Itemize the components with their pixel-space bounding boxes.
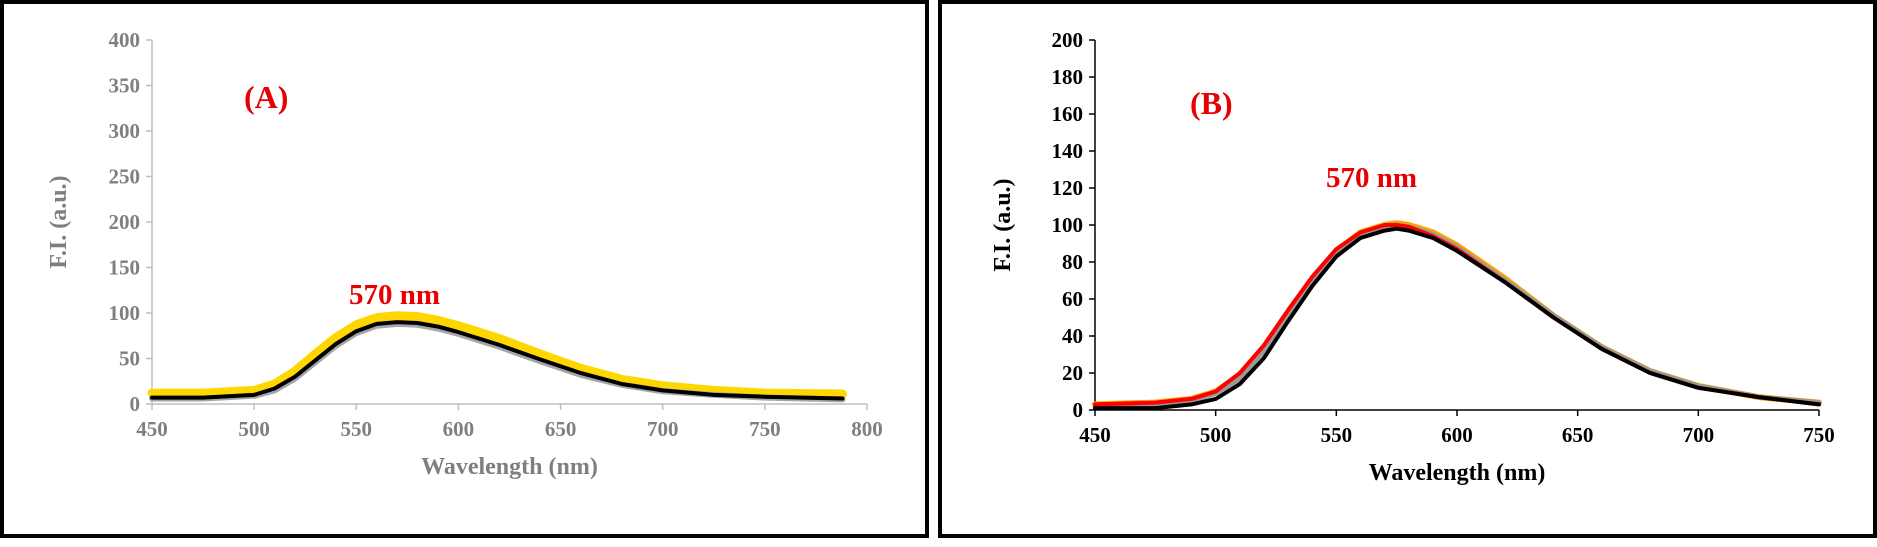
y-tick-label: 100 — [109, 301, 141, 325]
y-tick-label: 60 — [1062, 287, 1083, 311]
y-tick-label: 120 — [1052, 176, 1084, 200]
x-tick-label: 800 — [851, 417, 883, 441]
chart-b-x-axis-label: Wavelength (nm) — [1369, 460, 1546, 486]
chart-a-x-axis-label: Wavelength (nm) — [421, 454, 598, 480]
y-tick-label: 180 — [1052, 65, 1084, 89]
chart-a-y-axis-label: F.I. (a.u.) — [46, 175, 72, 268]
y-tick-label: 0 — [1073, 398, 1084, 422]
y-tick-label: 150 — [109, 256, 141, 280]
x-tick-label: 700 — [647, 417, 679, 441]
x-tick-label: 450 — [1079, 423, 1111, 447]
chart-b-y-axis-label: F.I. (a.u.) — [990, 178, 1016, 271]
x-tick-label: 600 — [443, 417, 475, 441]
chart-panel-b: 0 20 40 60 80 100 120 140 160 180 200 450 500 550 600 6… — [938, 0, 1877, 538]
x-tick-label: 650 — [545, 417, 577, 441]
chart-panel-a: 0 50 100 150 200 250 300 350 400 450 500 550 600 650 7… — [0, 0, 929, 538]
chart-b-panel-label: (B) — [1190, 85, 1233, 121]
series-line-4 — [1093, 226, 1821, 411]
y-tick-label: 400 — [109, 28, 141, 52]
x-tick-label: 550 — [1321, 423, 1353, 447]
y-tick-label: 40 — [1062, 324, 1083, 348]
chart-a-svg: 0 50 100 150 200 250 300 350 400 450 500 550 600 650 7… — [46, 28, 883, 480]
chart-a-series — [147, 311, 847, 403]
y-tick-label: 100 — [1052, 213, 1084, 237]
y-tick-label: 0 — [130, 392, 141, 416]
chart-a-panel-label: (A) — [244, 79, 288, 115]
y-tick-label: 140 — [1052, 139, 1084, 163]
x-tick-label: 500 — [1200, 423, 1232, 447]
x-tick-label: 450 — [136, 417, 168, 441]
chart-a-axes: 0 50 100 150 200 250 300 350 400 450 500 550 600 650 7… — [109, 28, 883, 441]
x-tick-label: 750 — [749, 417, 781, 441]
y-tick-label: 160 — [1052, 102, 1084, 126]
x-tick-label: 500 — [238, 417, 270, 441]
y-tick-label: 20 — [1062, 361, 1083, 385]
x-tick-label: 750 — [1803, 423, 1835, 447]
chart-b-series — [1092, 220, 1822, 411]
x-tick-label: 700 — [1683, 423, 1715, 447]
x-tick-label: 650 — [1562, 423, 1594, 447]
chart-a-peak-annotation: 570 nm — [349, 279, 440, 311]
y-tick-label: 200 — [1052, 28, 1084, 52]
chart-b-svg: 0 20 40 60 80 100 120 140 160 180 200 450 500 550 600 6… — [990, 28, 1835, 486]
x-tick-label: 600 — [1441, 423, 1473, 447]
y-tick-label: 250 — [109, 165, 141, 189]
y-tick-label: 350 — [109, 74, 141, 98]
y-tick-label: 50 — [119, 347, 140, 371]
y-tick-label: 300 — [109, 119, 141, 143]
chart-b-axes: 0 20 40 60 80 100 120 140 160 180 200 450 500 550 600 6… — [1052, 28, 1835, 447]
chart-b-peak-annotation: 570 nm — [1326, 162, 1417, 194]
x-tick-label: 550 — [341, 417, 373, 441]
y-tick-label: 200 — [109, 210, 141, 234]
series-line-1 — [147, 311, 847, 399]
series-line-3 — [150, 320, 845, 401]
y-tick-label: 80 — [1062, 250, 1083, 274]
